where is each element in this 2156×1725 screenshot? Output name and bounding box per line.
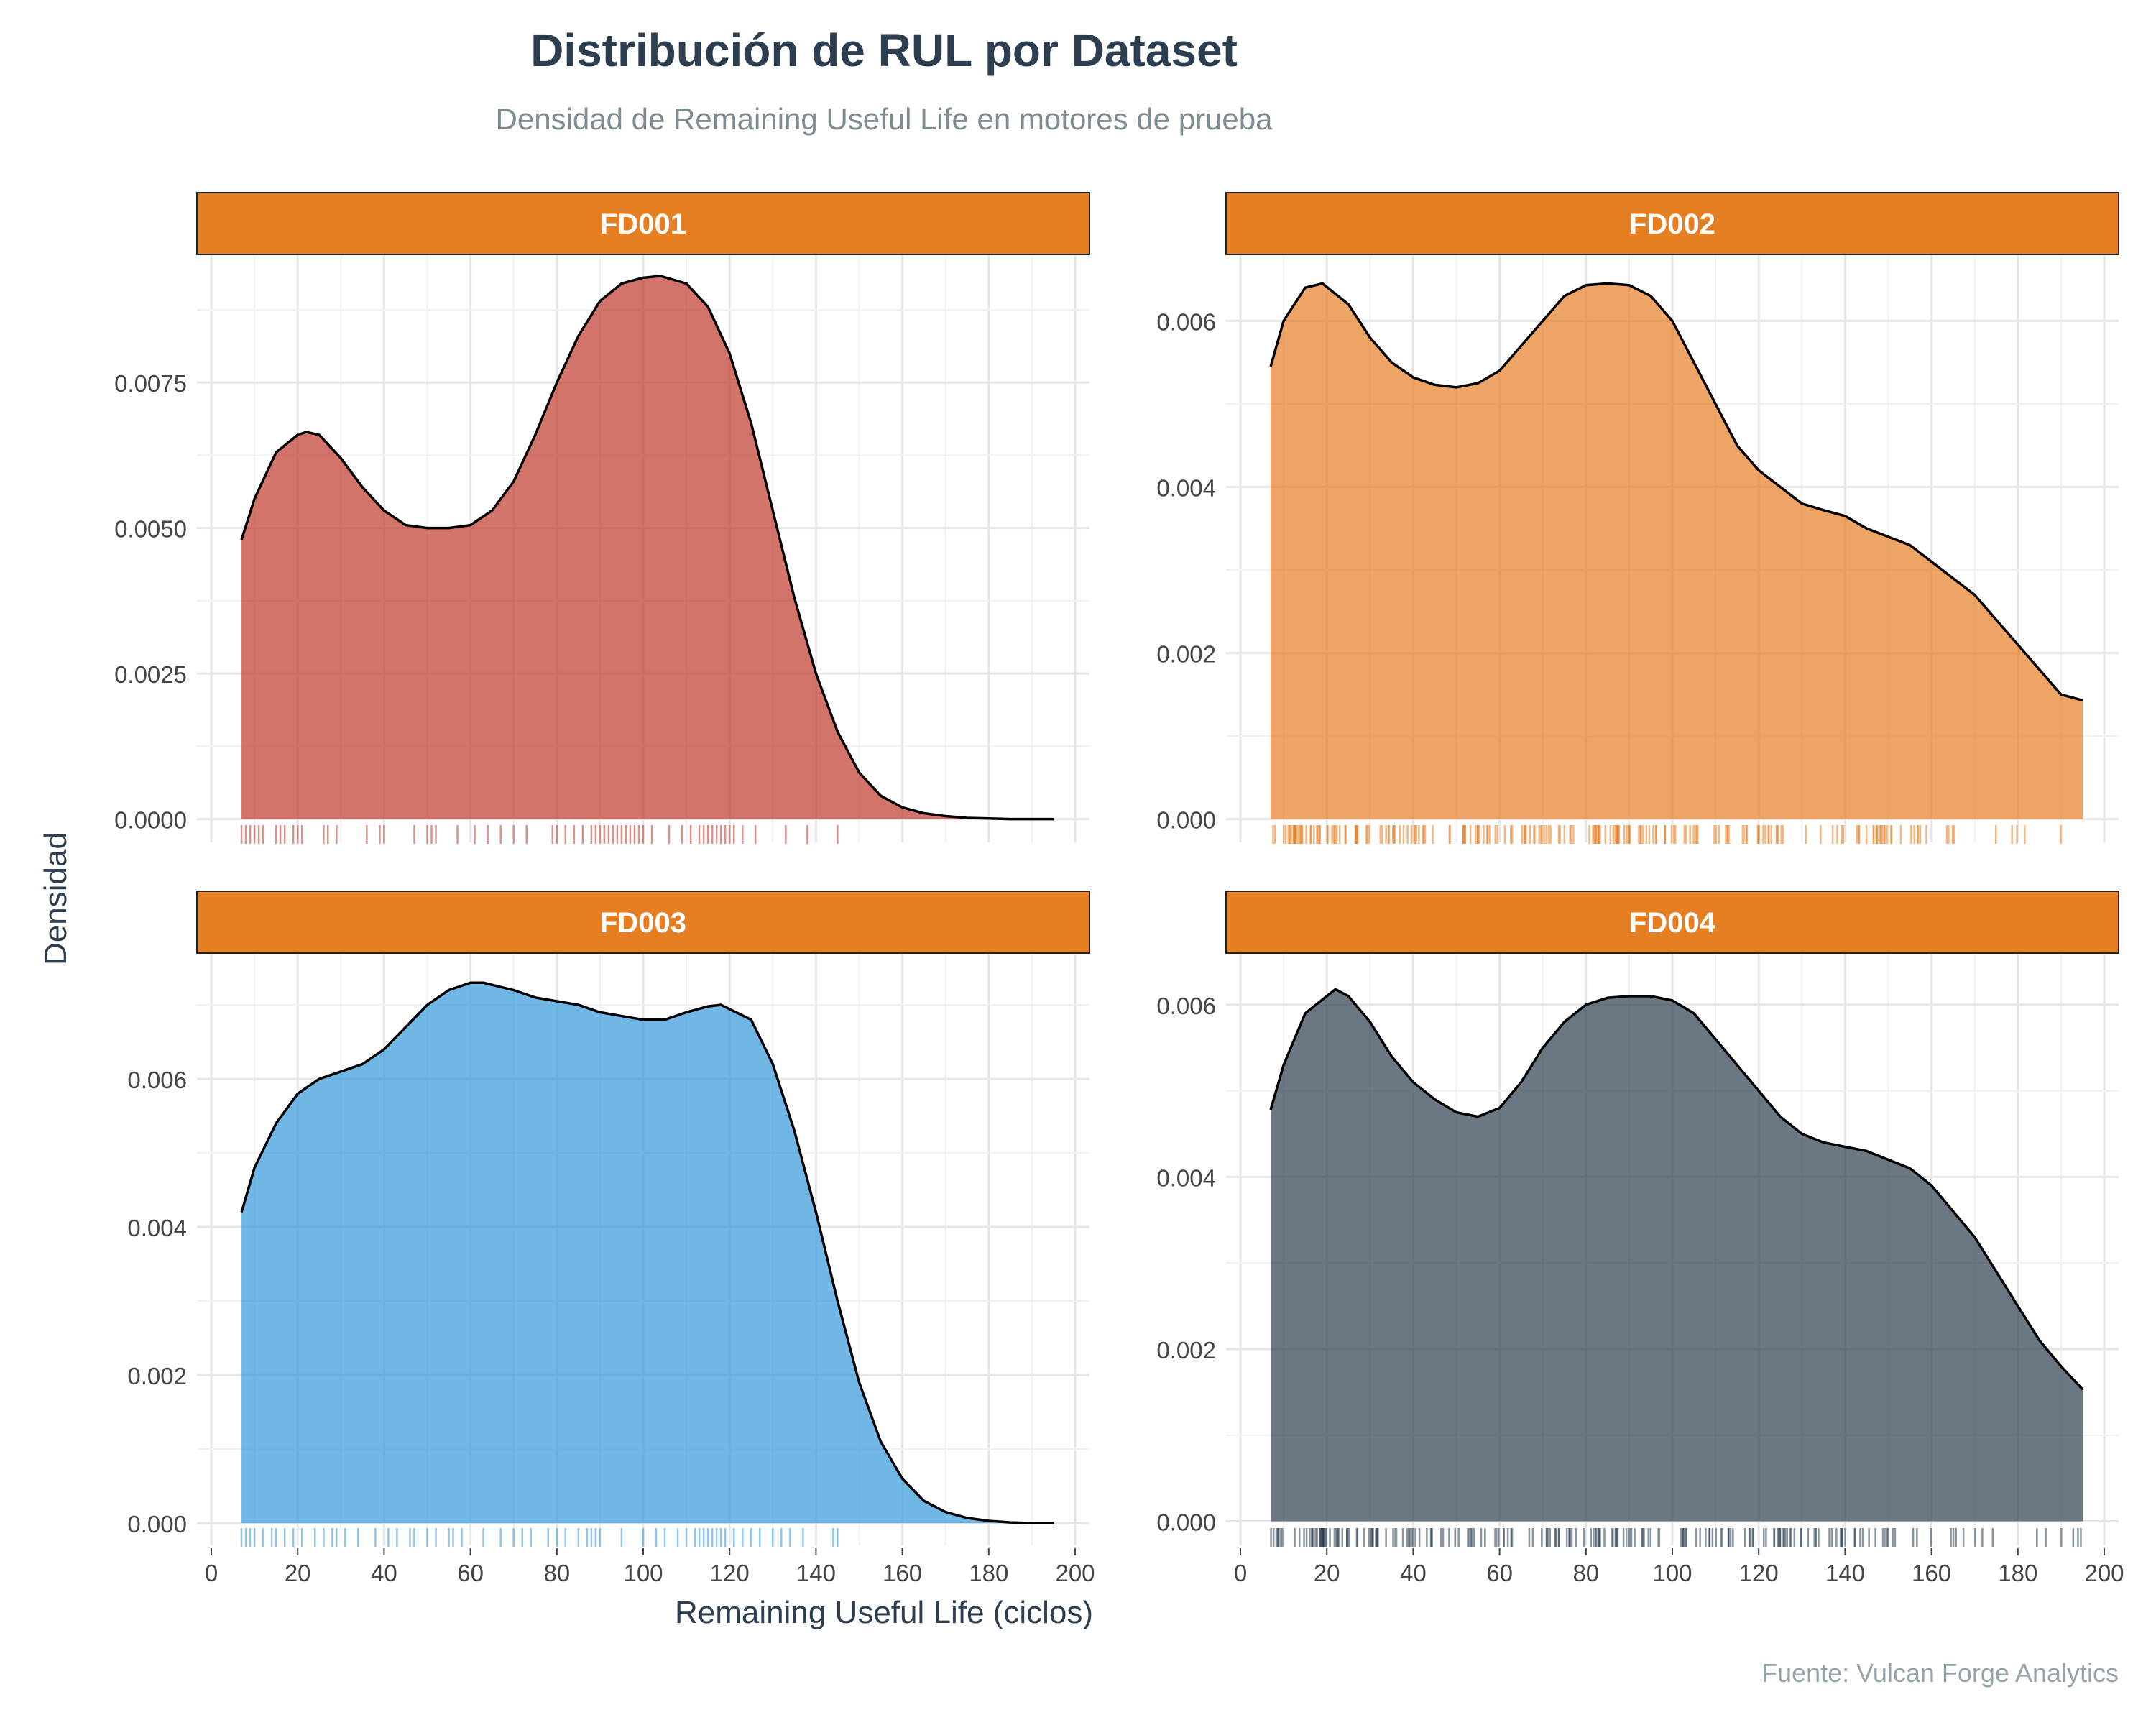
x-tick-label: 160 [883,1560,922,1586]
x-tick-label: 0 [1234,1560,1247,1586]
facet-strip-label: FD004 [1629,907,1716,939]
density-area [1271,989,2083,1522]
density-curve [1269,282,2083,702]
y-tick-label: 0.004 [1156,1164,1216,1191]
x-tick-label: 80 [1572,1560,1599,1586]
facet-strip-label: FD001 [600,208,686,240]
x-tick-label: 100 [1652,1560,1692,1586]
rug-marks [240,825,839,844]
density-area [1271,283,2083,819]
y-tick-label: 0.0025 [114,661,187,688]
x-tick-label: 40 [1400,1560,1427,1586]
x-axis-title: Remaining Useful Life (ciclos) [675,1595,1093,1630]
facet-strip [196,891,1090,954]
facet-strip-label: FD003 [600,907,686,939]
x-tick-label: 20 [285,1560,311,1586]
x-tick-label: 140 [796,1560,836,1586]
facet-strip [196,192,1090,255]
chart-caption: Fuente: Vulcan Forge Analytics [1761,1658,2119,1688]
x-tick-label: 20 [1314,1560,1340,1586]
x-tick-label: 180 [969,1560,1008,1586]
density-curve [1269,988,2084,1391]
panel-fd002: FD002 0.000 0.002 0.004 0.006 [1156,192,2119,844]
density-curve [240,981,1054,1524]
facet-strip [1225,192,2119,255]
rug-marks [1270,1528,2082,1547]
panel-fd004: FD004 0.000 0.002 0.004 0.006 0 20 40 60 80 100 120… [1156,891,2124,1586]
y-tick-label: 0.004 [127,1215,187,1241]
rug-marks [1272,825,2062,844]
x-tick-label: 200 [2084,1560,2124,1586]
y-tick-label: 0.000 [1156,807,1216,834]
y-axis-title: Densidad [38,832,73,965]
density-area [241,275,1054,819]
y-tick-label: 0.006 [1156,308,1216,335]
y-tick-label: 0.0075 [114,370,187,397]
x-tick-label: 60 [457,1560,484,1586]
facet-strip-label: FD002 [1629,208,1715,240]
y-tick-label: 0.006 [1156,993,1216,1019]
chart-title: Distribución de RUL por Dataset [530,24,1238,76]
y-tick-label: 0.002 [1156,1337,1216,1363]
y-tick-label: 0.0050 [114,516,187,543]
rug-marks [240,1528,839,1547]
y-tick-label: 0.0000 [114,807,187,834]
x-tick-label: 60 [1486,1560,1513,1586]
chart-subtitle: Densidad de Remaining Useful Life en mot… [496,102,1273,136]
y-tick-label: 0.004 [1156,475,1216,502]
facet-panels: FD0010.00000.00250.00500.0075FD0020.0000… [114,192,2124,1586]
y-tick-label: 0.002 [127,1363,187,1389]
density-curve [240,275,1054,821]
panel-fd001: FD001 0.0000 0.0025 0.0050 0.0075 [114,192,1090,844]
y-tick-label: 0.002 [1156,641,1216,668]
x-tick-label: 0 [205,1560,218,1586]
panel-fd003: FD003 0.000 0.002 0.004 0.006 0 20 40 60 80 100 120… [127,891,1095,1586]
x-tick-label: 140 [1825,1560,1865,1586]
y-tick-label: 0.006 [127,1067,187,1093]
x-tick-label: 180 [1998,1560,2037,1586]
x-tick-label: 160 [1912,1560,1951,1586]
x-tick-label: 200 [1055,1560,1095,1586]
facet-strip [1225,891,2119,954]
x-tick-label: 120 [1739,1560,1779,1586]
x-tick-label: 100 [623,1560,663,1586]
y-tick-label: 0.000 [1156,1509,1216,1535]
x-tick-label: 80 [543,1560,570,1586]
y-tick-label: 0.000 [127,1511,187,1537]
density-area [241,983,1054,1524]
x-tick-label: 120 [710,1560,750,1586]
x-tick-label: 40 [371,1560,397,1586]
